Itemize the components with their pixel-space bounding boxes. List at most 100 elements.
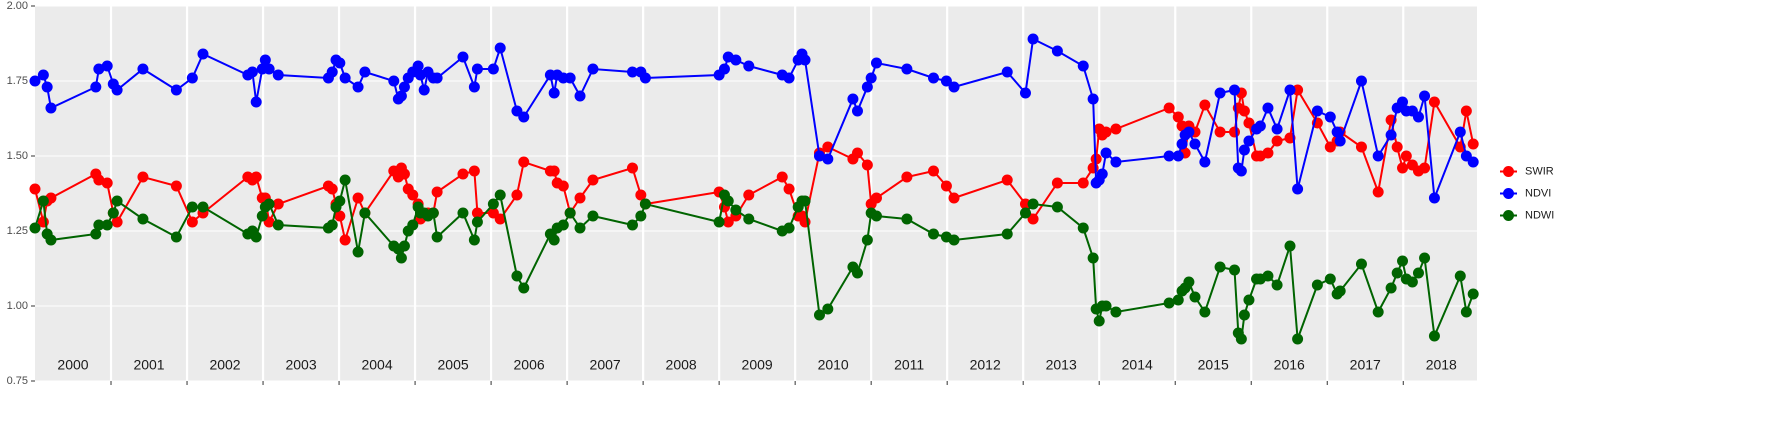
- legend-label: NDVI: [1525, 187, 1551, 199]
- point: [518, 111, 530, 123]
- point: [359, 207, 371, 219]
- point: [339, 174, 351, 186]
- year-label: 2014: [1122, 357, 1153, 373]
- point: [90, 81, 102, 93]
- point: [334, 57, 346, 69]
- legend-label: NDWI: [1525, 209, 1554, 221]
- point: [395, 90, 407, 102]
- point: [743, 213, 755, 225]
- point: [1077, 177, 1089, 189]
- point: [1262, 147, 1274, 159]
- point: [1419, 90, 1431, 102]
- point: [548, 234, 560, 246]
- point: [564, 72, 576, 84]
- point: [865, 72, 877, 84]
- year-label: 2004: [361, 357, 392, 373]
- point: [1372, 306, 1384, 318]
- point: [1372, 186, 1384, 198]
- point: [901, 213, 913, 225]
- point: [359, 66, 371, 78]
- point: [1406, 276, 1418, 288]
- point: [407, 219, 419, 231]
- point: [1199, 156, 1211, 168]
- point: [487, 63, 499, 75]
- point: [548, 87, 560, 99]
- legend-marker: [1503, 166, 1514, 177]
- point: [1262, 270, 1274, 282]
- point: [427, 207, 439, 219]
- point: [263, 63, 275, 75]
- year-label: 2015: [1198, 357, 1229, 373]
- point: [352, 81, 364, 93]
- point: [1087, 252, 1099, 264]
- point: [1355, 141, 1367, 153]
- point: [186, 201, 198, 213]
- point: [1311, 105, 1323, 117]
- point: [1454, 270, 1466, 282]
- point: [927, 72, 939, 84]
- point: [37, 69, 49, 81]
- point: [1292, 183, 1304, 195]
- point: [870, 210, 882, 222]
- point: [851, 147, 863, 159]
- point: [1027, 213, 1039, 225]
- point: [1428, 192, 1440, 204]
- point: [1391, 141, 1403, 153]
- year-label: 2003: [285, 357, 316, 373]
- point: [722, 216, 734, 228]
- point: [1238, 105, 1250, 117]
- point: [334, 210, 346, 222]
- point: [948, 81, 960, 93]
- point: [1051, 201, 1063, 213]
- point: [847, 93, 859, 105]
- point: [557, 180, 569, 192]
- legend-marker: [1503, 188, 1514, 199]
- point: [1243, 135, 1255, 147]
- point: [639, 72, 651, 84]
- point: [626, 66, 638, 78]
- y-tick-label: 2.00: [7, 0, 28, 12]
- point: [1454, 126, 1466, 138]
- point: [1235, 165, 1247, 177]
- point: [1271, 279, 1283, 291]
- point: [1385, 129, 1397, 141]
- point: [940, 75, 952, 87]
- point: [388, 75, 400, 87]
- point: [1001, 66, 1013, 78]
- year-label: 2013: [1046, 357, 1077, 373]
- point: [901, 63, 913, 75]
- year-label: 2008: [666, 357, 697, 373]
- point: [1334, 285, 1346, 297]
- point: [1051, 45, 1063, 57]
- point: [1214, 261, 1226, 273]
- point: [813, 150, 825, 162]
- point: [45, 234, 57, 246]
- point: [1324, 273, 1336, 285]
- point: [948, 192, 960, 204]
- point: [511, 270, 523, 282]
- point: [1419, 162, 1431, 174]
- point: [861, 81, 873, 93]
- point: [398, 240, 410, 252]
- point: [948, 234, 960, 246]
- point: [398, 81, 410, 93]
- point: [574, 192, 586, 204]
- point: [822, 153, 834, 165]
- point: [851, 105, 863, 117]
- point: [1412, 267, 1424, 279]
- point: [1214, 126, 1226, 138]
- point: [851, 267, 863, 279]
- point: [861, 234, 873, 246]
- point: [940, 180, 952, 192]
- point: [111, 216, 123, 228]
- point: [431, 72, 443, 84]
- point: [1229, 264, 1241, 276]
- point: [861, 159, 873, 171]
- point: [272, 198, 284, 210]
- point: [1214, 87, 1226, 99]
- point: [1172, 294, 1184, 306]
- point: [713, 216, 725, 228]
- point: [93, 63, 105, 75]
- point: [471, 207, 483, 219]
- point: [1001, 228, 1013, 240]
